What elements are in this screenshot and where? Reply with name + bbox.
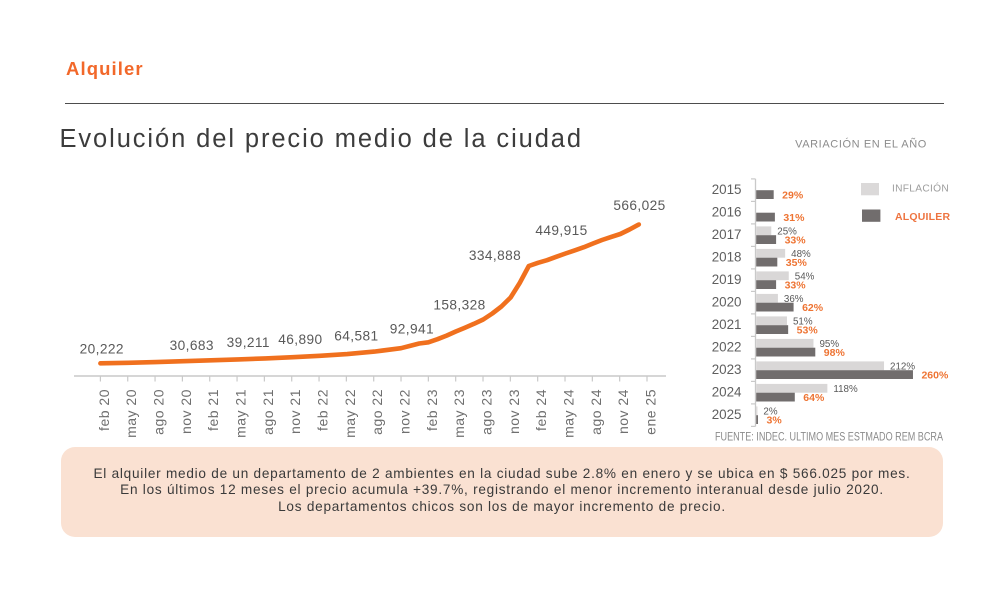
svg-text:2022: 2022 [712,339,742,354]
svg-text:35%: 35% [786,257,808,269]
svg-text:39,211: 39,211 [227,335,270,350]
svg-text:feb 23: feb 23 [424,389,440,431]
svg-text:53%: 53% [797,325,819,337]
svg-text:20,222: 20,222 [80,341,124,356]
svg-text:2025: 2025 [712,407,742,422]
svg-text:29%: 29% [782,190,804,202]
svg-text:feb 24: feb 24 [533,389,549,431]
svg-text:3%: 3% [767,415,783,427]
svg-text:2016: 2016 [712,204,742,219]
svg-text:ago 20: ago 20 [151,389,167,435]
svg-text:92,941: 92,941 [390,321,434,336]
svg-text:may 20: may 20 [123,389,139,438]
svg-text:FUENTE: INDEC. ULTIMO MES ESTM: FUENTE: INDEC. ULTIMO MES ESTMADO REM BC… [715,432,943,444]
svg-text:ago 21: ago 21 [260,389,276,435]
svg-text:ago 22: ago 22 [369,389,385,435]
svg-text:54%: 54% [795,271,815,282]
svg-text:64,581: 64,581 [334,329,378,344]
svg-text:33%: 33% [785,280,807,292]
svg-text:118%: 118% [833,384,858,395]
svg-text:98%: 98% [824,347,846,359]
svg-text:2024: 2024 [712,384,742,399]
svg-text:2017: 2017 [712,227,742,242]
svg-text:212%: 212% [890,361,915,372]
svg-text:nov 20: nov 20 [178,389,194,434]
svg-text:2020: 2020 [712,294,742,309]
svg-text:may 24: may 24 [561,389,577,438]
svg-text:48%: 48% [791,249,811,260]
svg-text:2015: 2015 [712,182,742,197]
svg-text:449,915: 449,915 [535,223,587,238]
svg-text:95%: 95% [819,339,839,350]
svg-text:feb 21: feb 21 [205,389,221,431]
svg-text:25%: 25% [777,226,797,237]
svg-text:260%: 260% [921,370,949,382]
svg-text:ene 25: ene 25 [643,389,659,435]
svg-text:33%: 33% [785,235,807,247]
svg-text:nov 21: nov 21 [287,389,303,434]
svg-text:feb 20: feb 20 [96,389,112,431]
svg-text:may 21: may 21 [233,389,249,438]
svg-text:51%: 51% [793,316,813,327]
svg-text:36%: 36% [784,294,804,305]
svg-text:may 23: may 23 [451,389,467,438]
svg-text:may 22: may 22 [342,389,358,438]
svg-text:feb 22: feb 22 [315,389,331,431]
svg-text:nov 23: nov 23 [506,389,522,434]
svg-text:2%: 2% [763,406,777,417]
svg-text:VARIACIÓN EN EL AÑO: VARIACIÓN EN EL AÑO [795,138,927,151]
svg-text:ago 24: ago 24 [588,389,604,435]
svg-text:ALQUILER: ALQUILER [895,211,950,223]
svg-text:334,888: 334,888 [469,248,521,263]
svg-text:158,328: 158,328 [433,298,485,313]
svg-text:46,890: 46,890 [278,332,322,347]
svg-text:2018: 2018 [712,249,742,264]
svg-text:2023: 2023 [712,362,742,377]
svg-text:566,025: 566,025 [613,198,665,213]
svg-text:31%: 31% [783,212,805,224]
svg-text:ago 23: ago 23 [479,389,495,435]
svg-text:INFLACIÓN: INFLACIÓN [892,182,949,195]
svg-text:62%: 62% [802,302,824,314]
svg-text:64%: 64% [803,392,825,404]
svg-text:nov 24: nov 24 [615,389,631,434]
svg-text:nov 22: nov 22 [397,389,413,434]
svg-text:30,683: 30,683 [170,338,214,353]
svg-text:2019: 2019 [712,272,742,287]
svg-text:2021: 2021 [712,317,742,332]
